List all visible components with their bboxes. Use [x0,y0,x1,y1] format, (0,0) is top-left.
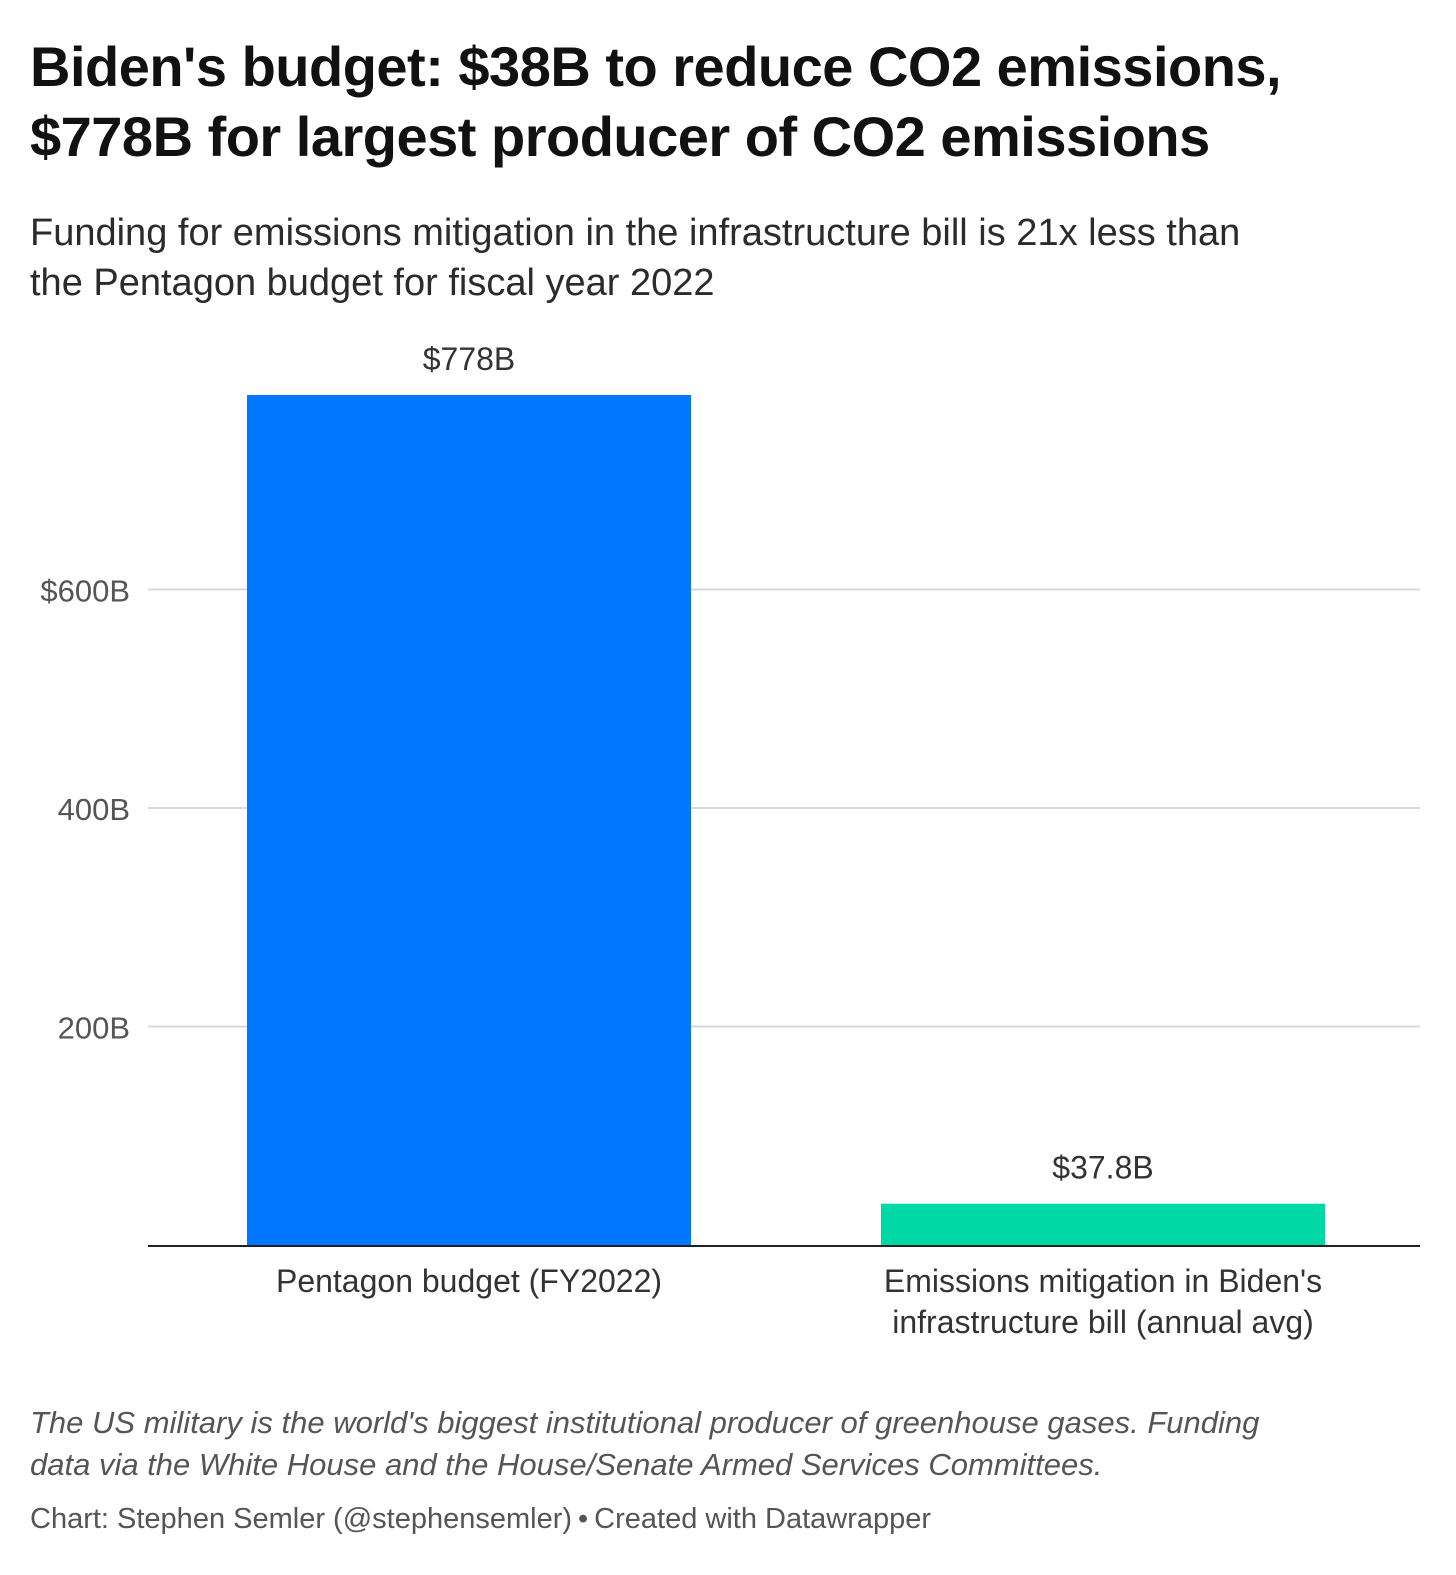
chart-title: Biden's budget: $38B to reduce CO2 emiss… [30,32,1430,172]
footer-separator: • [578,1503,589,1535]
y-tick-label: 400B [58,792,130,827]
x-category-label: Pentagon budget (FY2022) [276,1263,662,1299]
footer-credit: Chart: Stephen Semler (@stephensemler) [30,1503,573,1535]
chart-title-line-2: $778B for largest producer of CO2 emissi… [30,105,1210,168]
chart-subtitle-line-2: the Pentagon budget for fiscal year 2022 [30,262,715,304]
x-category-label: Emissions mitigation in Biden's [884,1263,1322,1299]
notes-line-2: data via the White House and the House/S… [30,1447,1103,1482]
notes-line-1: The US military is the world's biggest i… [30,1405,1260,1440]
chart-subtitle: Funding for emissions mitigation in the … [30,208,1430,308]
bar-value-label: $37.8B [1052,1150,1153,1186]
y-tick-label: 200B [58,1010,130,1045]
bar-0[interactable] [247,395,691,1245]
bar-1[interactable] [881,1203,1325,1245]
footer-tool-link[interactable]: Created with Datawrapper [594,1503,932,1535]
x-category-label: infrastructure bill (annual avg) [892,1304,1314,1340]
bar-value-label: $778B [423,341,516,377]
y-tick-label: $600B [40,573,130,608]
chart-title-line-1: Biden's budget: $38B to reduce CO2 emiss… [30,35,1282,98]
chart-footer: Chart: Stephen Semler (@stephensemler) • C… [30,1500,1430,1538]
bar-chart: 200B 400B $600B $778B $37.8B Pentagon budget … [40,341,1420,1340]
chart-notes: The US military is the world's biggest i… [30,1402,1430,1486]
chart-subtitle-line-1: Funding for emissions mitigation in the … [30,212,1241,254]
